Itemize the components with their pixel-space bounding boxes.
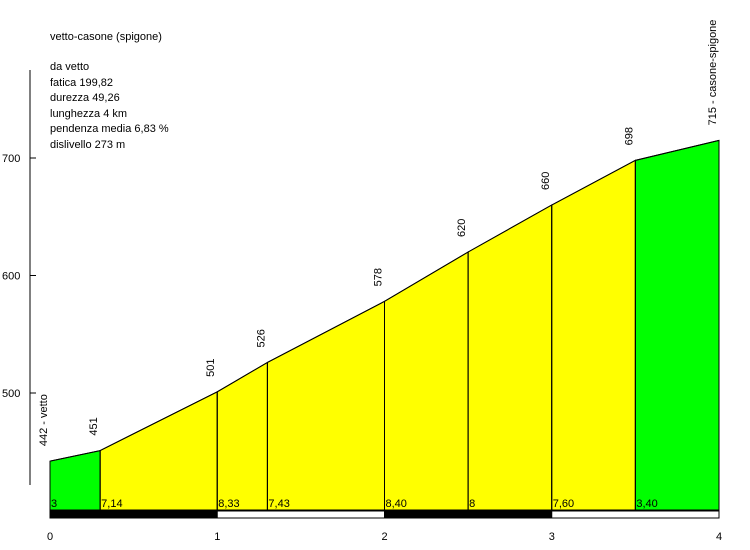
altitude-label: 660 [540,172,552,190]
x-tick-label: 4 [716,531,722,543]
profile-segment [467,204,553,511]
stat-line: fatica 199,82 [50,76,113,89]
altitude-label: 698 [623,127,635,145]
segment-gradient-label: 7,14 [101,498,122,510]
profile-segment [99,391,218,511]
segment-gradient-label: 8,40 [386,498,407,510]
profile-segment [551,159,636,511]
km-bar-segment [216,510,385,519]
km-bar-segment [49,510,218,519]
chart-title: vetto-casone (spigone) [50,31,162,43]
segment-gradient-label: 8,33 [218,498,239,510]
segment-gradient-label: 3,40 [636,498,657,510]
profile-segment [634,139,720,511]
altitude-label: 715 - casone-spigone [707,20,719,126]
y-tick-label: 700 [2,153,20,165]
profile-segment [266,300,385,511]
stats-block: da vetto fatica 199,82 durezza 49,26 lunghe… [50,60,169,153]
stat-line: durezza 49,26 [50,92,120,104]
stat-line: dislivello 273 m [50,138,126,151]
segment-gradient-label: 3 [51,498,57,510]
altitude-label: 442 - vetto [38,394,50,446]
segment-gradient-label: 7,60 [553,498,574,510]
altitude-label: 451 [88,417,100,435]
y-tick-label: 600 [2,271,20,283]
x-tick-label: 3 [549,531,555,543]
x-tick-label: 0 [47,531,53,543]
stat-line: da vetto [50,61,90,73]
profile-segment [384,251,469,511]
y-tick-label: 500 [2,388,20,400]
x-tick-label: 2 [382,531,388,543]
x-tick-label: 1 [214,531,220,543]
altitude-label: 501 [205,358,217,376]
km-bar-segment [551,510,720,519]
altitude-label: 578 [373,268,385,286]
profile-segment [216,361,268,511]
segment-gradient-label: 8 [469,498,475,510]
km-bar-segment [384,510,553,519]
stat-line: pendenza media 6,83 % [50,123,169,135]
profile-line [49,139,720,462]
altitude-label: 526 [255,329,267,347]
altitude-label: 620 [456,219,468,237]
segment-gradient-label: 7,43 [268,498,289,510]
stat-line: lunghezza 4 km [50,107,128,120]
